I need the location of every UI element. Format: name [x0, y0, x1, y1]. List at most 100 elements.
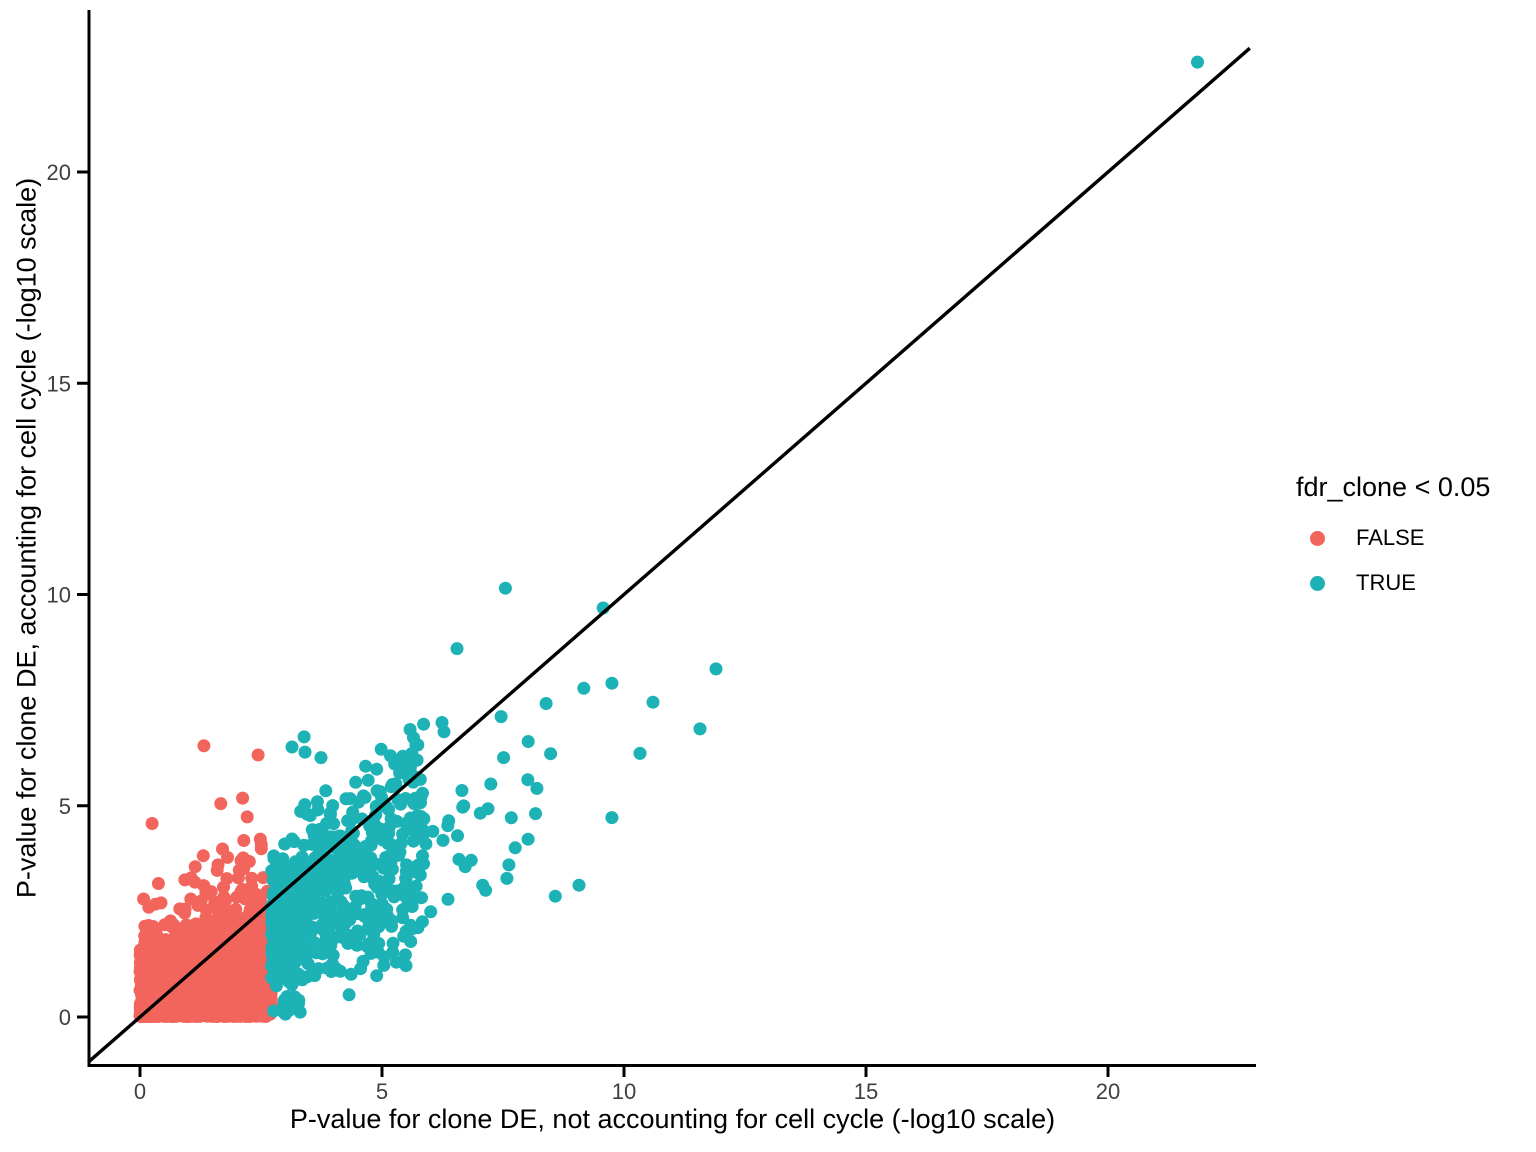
data-point-true [539, 697, 553, 710]
data-point-true [451, 829, 464, 843]
data-point-true [605, 676, 619, 690]
data-point-true [285, 941, 299, 955]
data-point-true [386, 936, 400, 950]
data-point-true [365, 825, 379, 839]
data-point-true [413, 868, 427, 882]
data-point-true [521, 735, 535, 748]
data-point-true [646, 695, 660, 709]
data-point-true [314, 878, 328, 892]
data-point-true [530, 781, 544, 795]
data-point-false [245, 934, 259, 947]
data-point-false [199, 911, 213, 925]
data-point-true [384, 749, 397, 763]
data-point-true [375, 908, 389, 922]
data-point-false [234, 951, 248, 965]
data-point-true [273, 891, 287, 905]
data-point-false [197, 977, 211, 991]
data-point-false [142, 953, 156, 967]
data-point-false [143, 972, 156, 986]
data-point-true [273, 877, 286, 891]
data-point-false [248, 972, 262, 986]
data-point-false [207, 971, 221, 985]
data-point-true [298, 745, 312, 759]
data-point-true [315, 918, 329, 932]
data-point-true [357, 789, 370, 803]
data-point-true [284, 928, 298, 941]
data-point-false [186, 919, 200, 933]
data-point-true [333, 918, 347, 932]
data-point-false [254, 838, 268, 851]
data-point-false [179, 982, 193, 996]
data-point-true [502, 858, 516, 872]
data-point-false [241, 887, 254, 901]
data-point-true [393, 845, 407, 859]
data-point-true [364, 838, 378, 852]
legend-label-false: FALSE [1356, 525, 1425, 550]
data-point-true [693, 722, 707, 736]
data-point-true [407, 797, 421, 810]
data-point-true [303, 892, 317, 906]
data-point-true [269, 970, 283, 983]
data-point-false [154, 896, 168, 910]
data-point-false [217, 880, 230, 894]
data-point-true [287, 835, 301, 849]
data-point-false [253, 891, 267, 905]
data-point-true [406, 775, 420, 789]
data-point-false [154, 1001, 168, 1015]
data-point-true [310, 864, 324, 878]
data-point-true [370, 762, 384, 776]
data-point-true [297, 730, 311, 744]
data-point-false [160, 943, 174, 957]
data-point-true [479, 883, 493, 897]
data-point-true [296, 902, 310, 916]
data-point-true [362, 914, 376, 928]
data-point-true [385, 914, 399, 928]
data-point-false [196, 849, 210, 863]
data-point-true [364, 946, 378, 960]
data-point-true [417, 717, 431, 731]
data-point-true [351, 924, 365, 938]
legend-label-true: TRUE [1356, 570, 1416, 595]
data-point-true [504, 811, 518, 825]
data-point-false [245, 871, 259, 885]
data-point-true [349, 775, 363, 789]
y-tick-label: 15 [47, 371, 71, 396]
data-point-false [137, 892, 151, 906]
data-point-true [441, 819, 455, 833]
data-point-true [355, 889, 368, 903]
data-point-true [343, 792, 357, 806]
data-point-true [441, 892, 455, 906]
data-point-true [285, 740, 299, 754]
data-point-true [308, 969, 322, 983]
data-point-false [165, 1009, 179, 1023]
data-point-false [148, 925, 162, 939]
data-point-false [185, 947, 199, 961]
x-tick-label: 5 [376, 1079, 388, 1104]
data-point-true [293, 892, 307, 906]
data-point-true [299, 914, 313, 927]
data-point-true [406, 893, 420, 907]
data-point-true [709, 662, 723, 676]
data-point-false [145, 817, 159, 830]
y-tick-label: 10 [47, 583, 71, 608]
data-point-true [317, 945, 331, 959]
data-point-true [265, 925, 279, 939]
data-point-false [188, 860, 202, 874]
data-point-false [178, 906, 192, 920]
x-tick-label: 15 [854, 1079, 878, 1104]
data-point-true [322, 907, 335, 921]
data-point-true [330, 930, 343, 944]
x-tick-label: 20 [1096, 1079, 1120, 1104]
data-point-true [344, 967, 358, 981]
data-point-true [304, 940, 318, 954]
data-point-false [210, 912, 224, 926]
data-point-true [384, 837, 398, 851]
data-point-true [346, 805, 360, 819]
data-point-true [277, 904, 291, 918]
data-point-true [577, 681, 591, 695]
legend: fdr_clone < 0.05 FALSE TRUE [1296, 470, 1536, 598]
data-point-true [455, 784, 469, 797]
data-point-true [362, 859, 376, 873]
